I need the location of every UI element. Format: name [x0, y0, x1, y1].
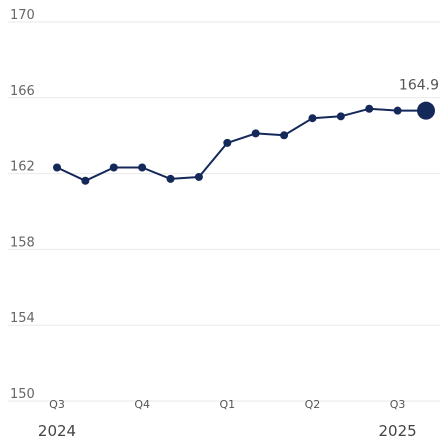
- data-point: [166, 174, 175, 183]
- data-point: [336, 112, 345, 121]
- x-tick-label: Q3: [390, 398, 406, 411]
- data-point: [308, 114, 317, 123]
- year-label: 2025: [379, 422, 417, 440]
- last-data-point: [417, 101, 435, 120]
- data-point: [280, 131, 289, 140]
- data-point: [138, 163, 147, 172]
- x-axis: Q3 Q4 Q1 Q2 Q3 2024 2025: [38, 398, 417, 440]
- series-line: [56, 107, 427, 182]
- y-tick-label: 170: [10, 8, 35, 23]
- y-tick-label: 162: [10, 160, 35, 175]
- series-group: [53, 101, 435, 185]
- data-point: [109, 163, 118, 172]
- data-point: [251, 129, 260, 138]
- data-point: [365, 104, 374, 113]
- gridlines: [8, 21, 440, 402]
- data-point: [223, 138, 232, 147]
- x-tick-label: Q2: [305, 398, 321, 411]
- data-point: [194, 172, 203, 181]
- y-tick-label: 150: [10, 387, 35, 402]
- x-tick-label: Q1: [219, 398, 235, 411]
- y-axis: 150 154 158 162 166 170: [10, 8, 35, 402]
- y-tick-label: 158: [10, 235, 35, 250]
- y-tick-label: 154: [10, 311, 35, 326]
- x-tick-label: Q4: [134, 398, 150, 411]
- data-point: [53, 163, 61, 172]
- x-tick-label: Q3: [49, 398, 65, 411]
- year-label: 2024: [38, 422, 76, 440]
- y-tick-label: 166: [10, 84, 35, 99]
- last-value-label: 164.9: [399, 78, 439, 94]
- data-point: [393, 106, 402, 115]
- data-point: [81, 176, 90, 185]
